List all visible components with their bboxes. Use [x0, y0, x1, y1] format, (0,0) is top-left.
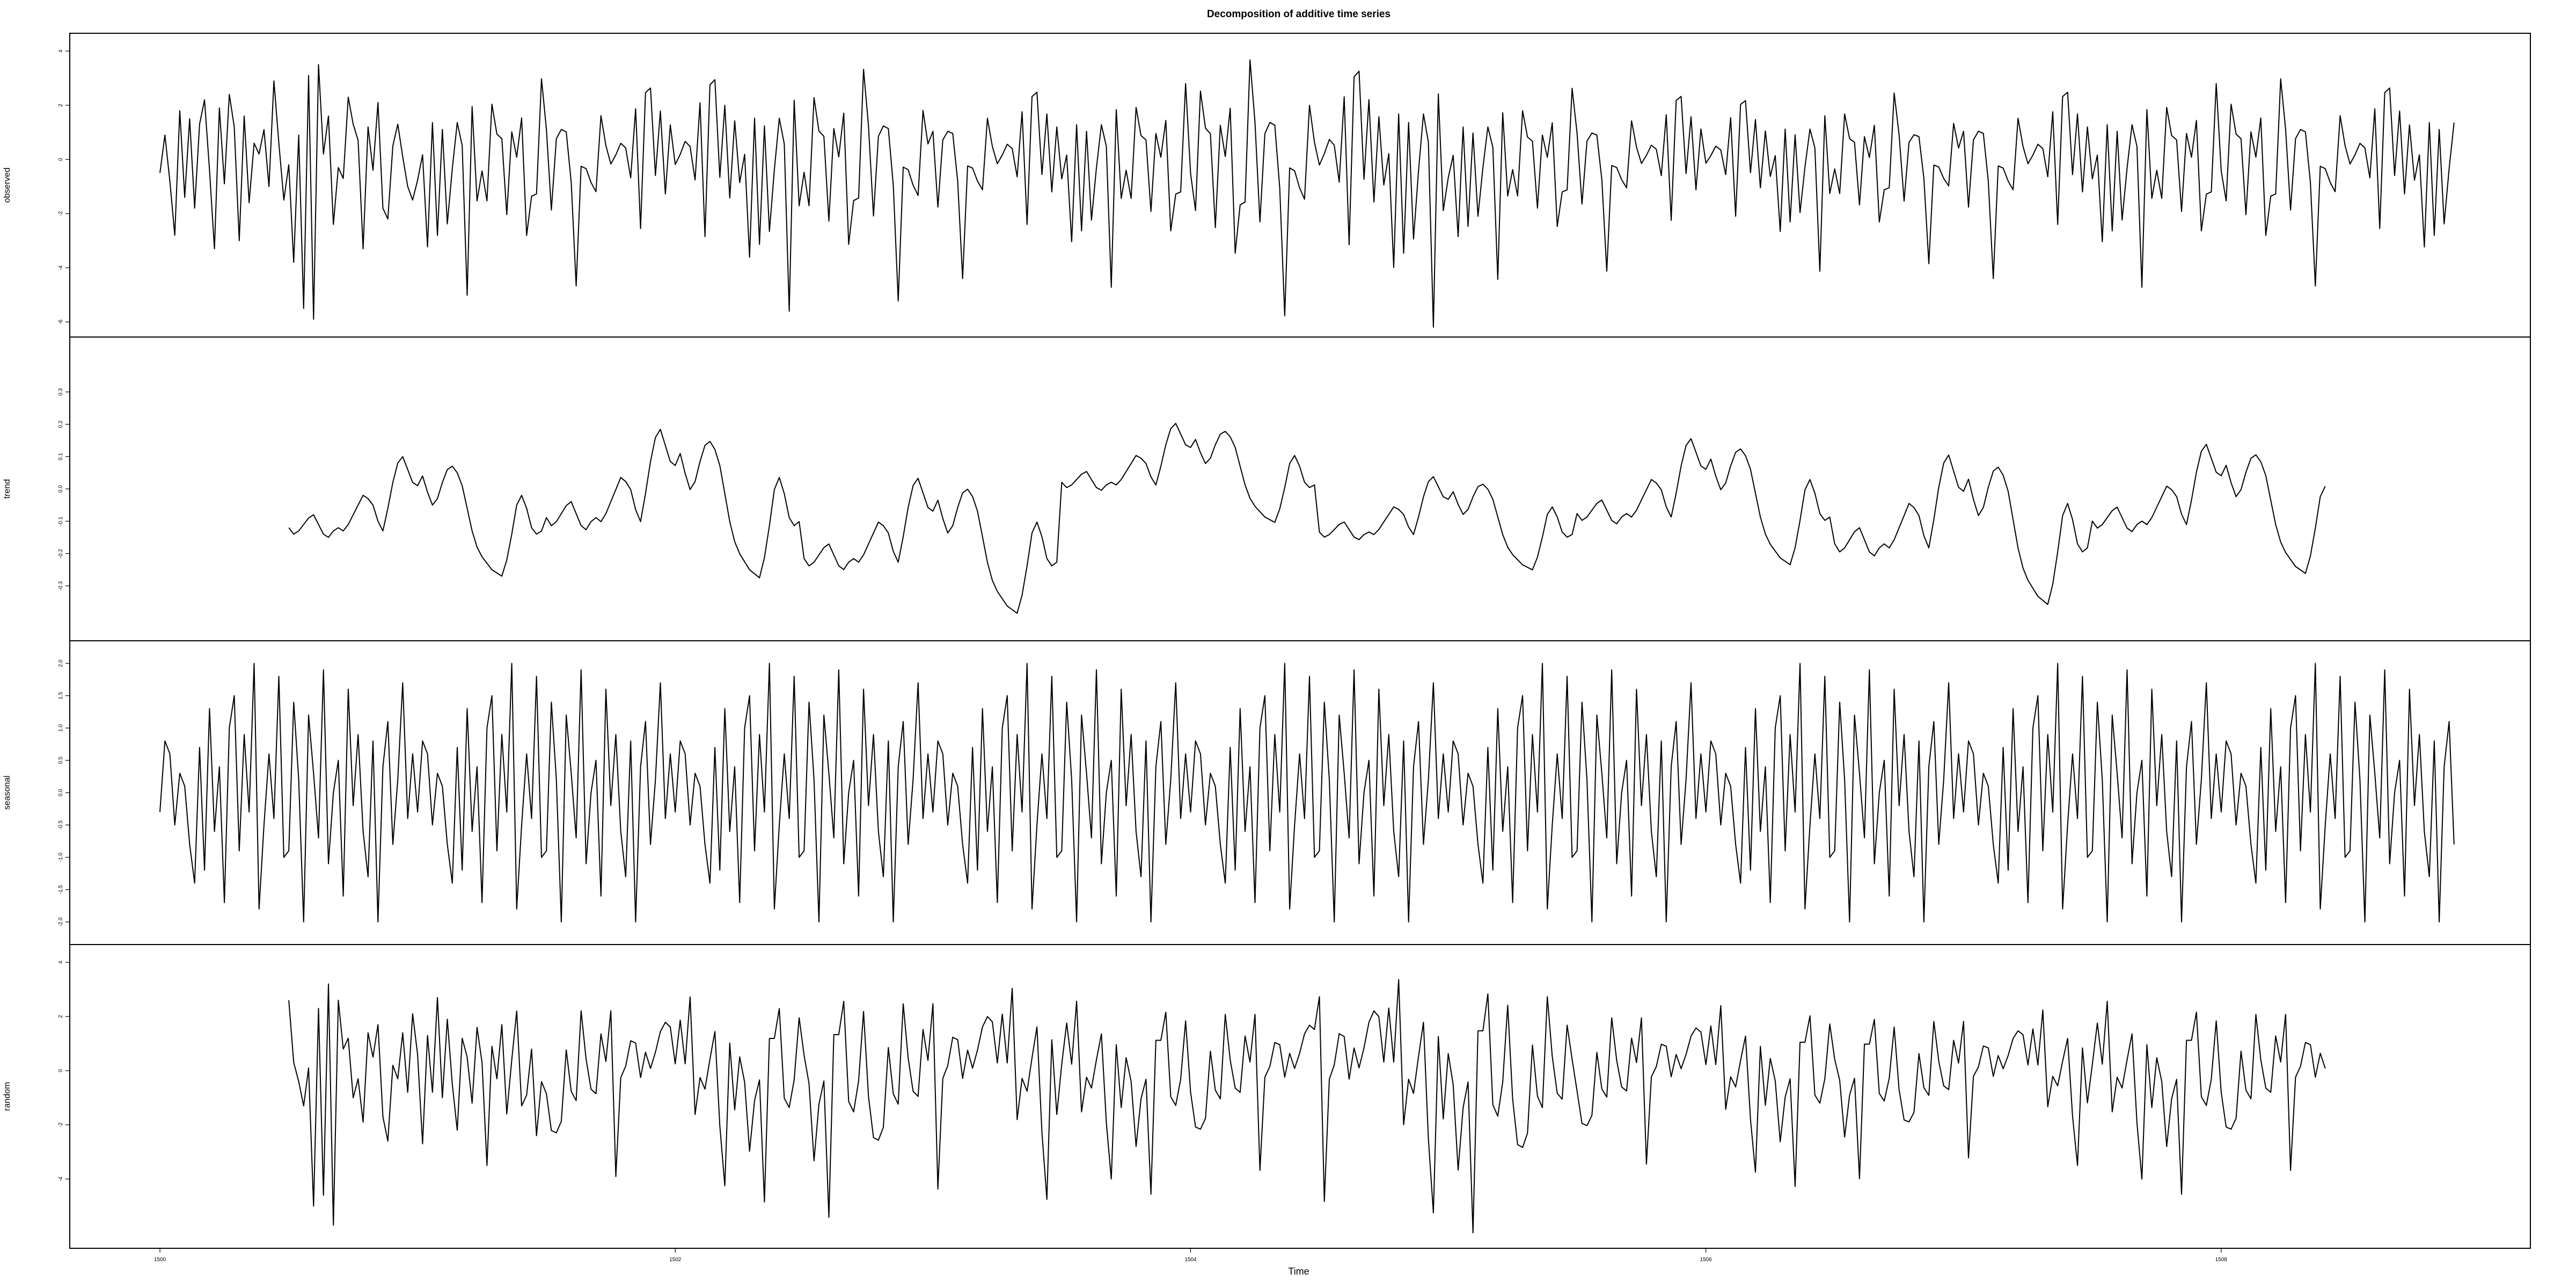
y-tick-label-random: 0	[58, 1069, 64, 1072]
y-tick-label-trend: -0.1	[58, 516, 64, 526]
y-tick-label-trend: -0.3	[58, 581, 64, 591]
panel-ylabel-trend: trend	[3, 479, 12, 499]
x-tick-label: 1506	[1700, 1257, 1713, 1263]
y-tick-label-trend: 0.3	[58, 388, 64, 396]
y-tick-label-observed: -2	[58, 211, 64, 216]
panels-group: -6 -4 -2 0 2 4 observed -0.3 -0.2 -0.1 0.0 0.1 0.2 0.…	[3, 33, 2531, 1249]
y-tick-label-observed: -6	[58, 319, 64, 324]
y-tick-label-seasonal: -1.5	[58, 885, 64, 895]
x-axis: 1500 1502 1504 1506 1508	[154, 1248, 2228, 1263]
panel-frame-random	[69, 944, 2531, 1249]
x-tick-label: 1502	[669, 1257, 682, 1263]
y-tick-label-observed: 2	[58, 104, 64, 107]
x-tick-label: 1508	[2215, 1257, 2228, 1263]
y-tick-label-trend: 0.2	[58, 420, 64, 428]
y-tick-label-random: -2	[58, 1122, 64, 1127]
x-axis-label: Time	[1288, 1266, 1309, 1277]
y-tick-label-observed: -4	[58, 265, 64, 270]
y-tick-label-random: 2	[58, 1015, 64, 1018]
y-tick-label-seasonal: -1.0	[58, 852, 64, 862]
chart-title: Decomposition of additive time series	[1207, 9, 1391, 20]
x-tick-label: 1504	[1184, 1257, 1197, 1263]
y-tick-label-seasonal: 0.5	[58, 756, 64, 764]
panel-ylabel-random: random	[3, 1082, 12, 1111]
x-tick-label: 1500	[154, 1257, 166, 1263]
y-tick-label-seasonal: -0.5	[58, 820, 64, 830]
y-tick-label-random: 4	[58, 961, 64, 964]
y-tick-label-seasonal: 1.0	[58, 724, 64, 731]
y-tick-label-trend: 0.1	[58, 452, 64, 460]
y-tick-label-observed: 4	[58, 49, 64, 53]
y-tick-label-seasonal: 1.5	[58, 692, 64, 699]
y-tick-label-seasonal: 0.0	[58, 789, 64, 796]
series-line-trend	[288, 422, 2326, 614]
series-line-random	[288, 979, 2326, 1234]
y-tick-label-seasonal: -2.0	[58, 917, 64, 927]
y-tick-label-random: -4	[58, 1176, 64, 1181]
panel-ylabel-seasonal: seasonal	[3, 775, 12, 810]
series-line-seasonal	[159, 663, 2455, 923]
series-line-observed	[159, 59, 2455, 328]
y-tick-label-trend: -0.2	[58, 548, 64, 558]
panel-ylabel-observed: observed	[3, 167, 12, 203]
y-tick-label-observed: 0	[58, 158, 64, 161]
panel-random: -4 -2 0 2 4 random	[3, 944, 2531, 1249]
y-tick-label-trend: 0.0	[58, 485, 64, 493]
y-tick-label-seasonal: 2.0	[58, 660, 64, 667]
